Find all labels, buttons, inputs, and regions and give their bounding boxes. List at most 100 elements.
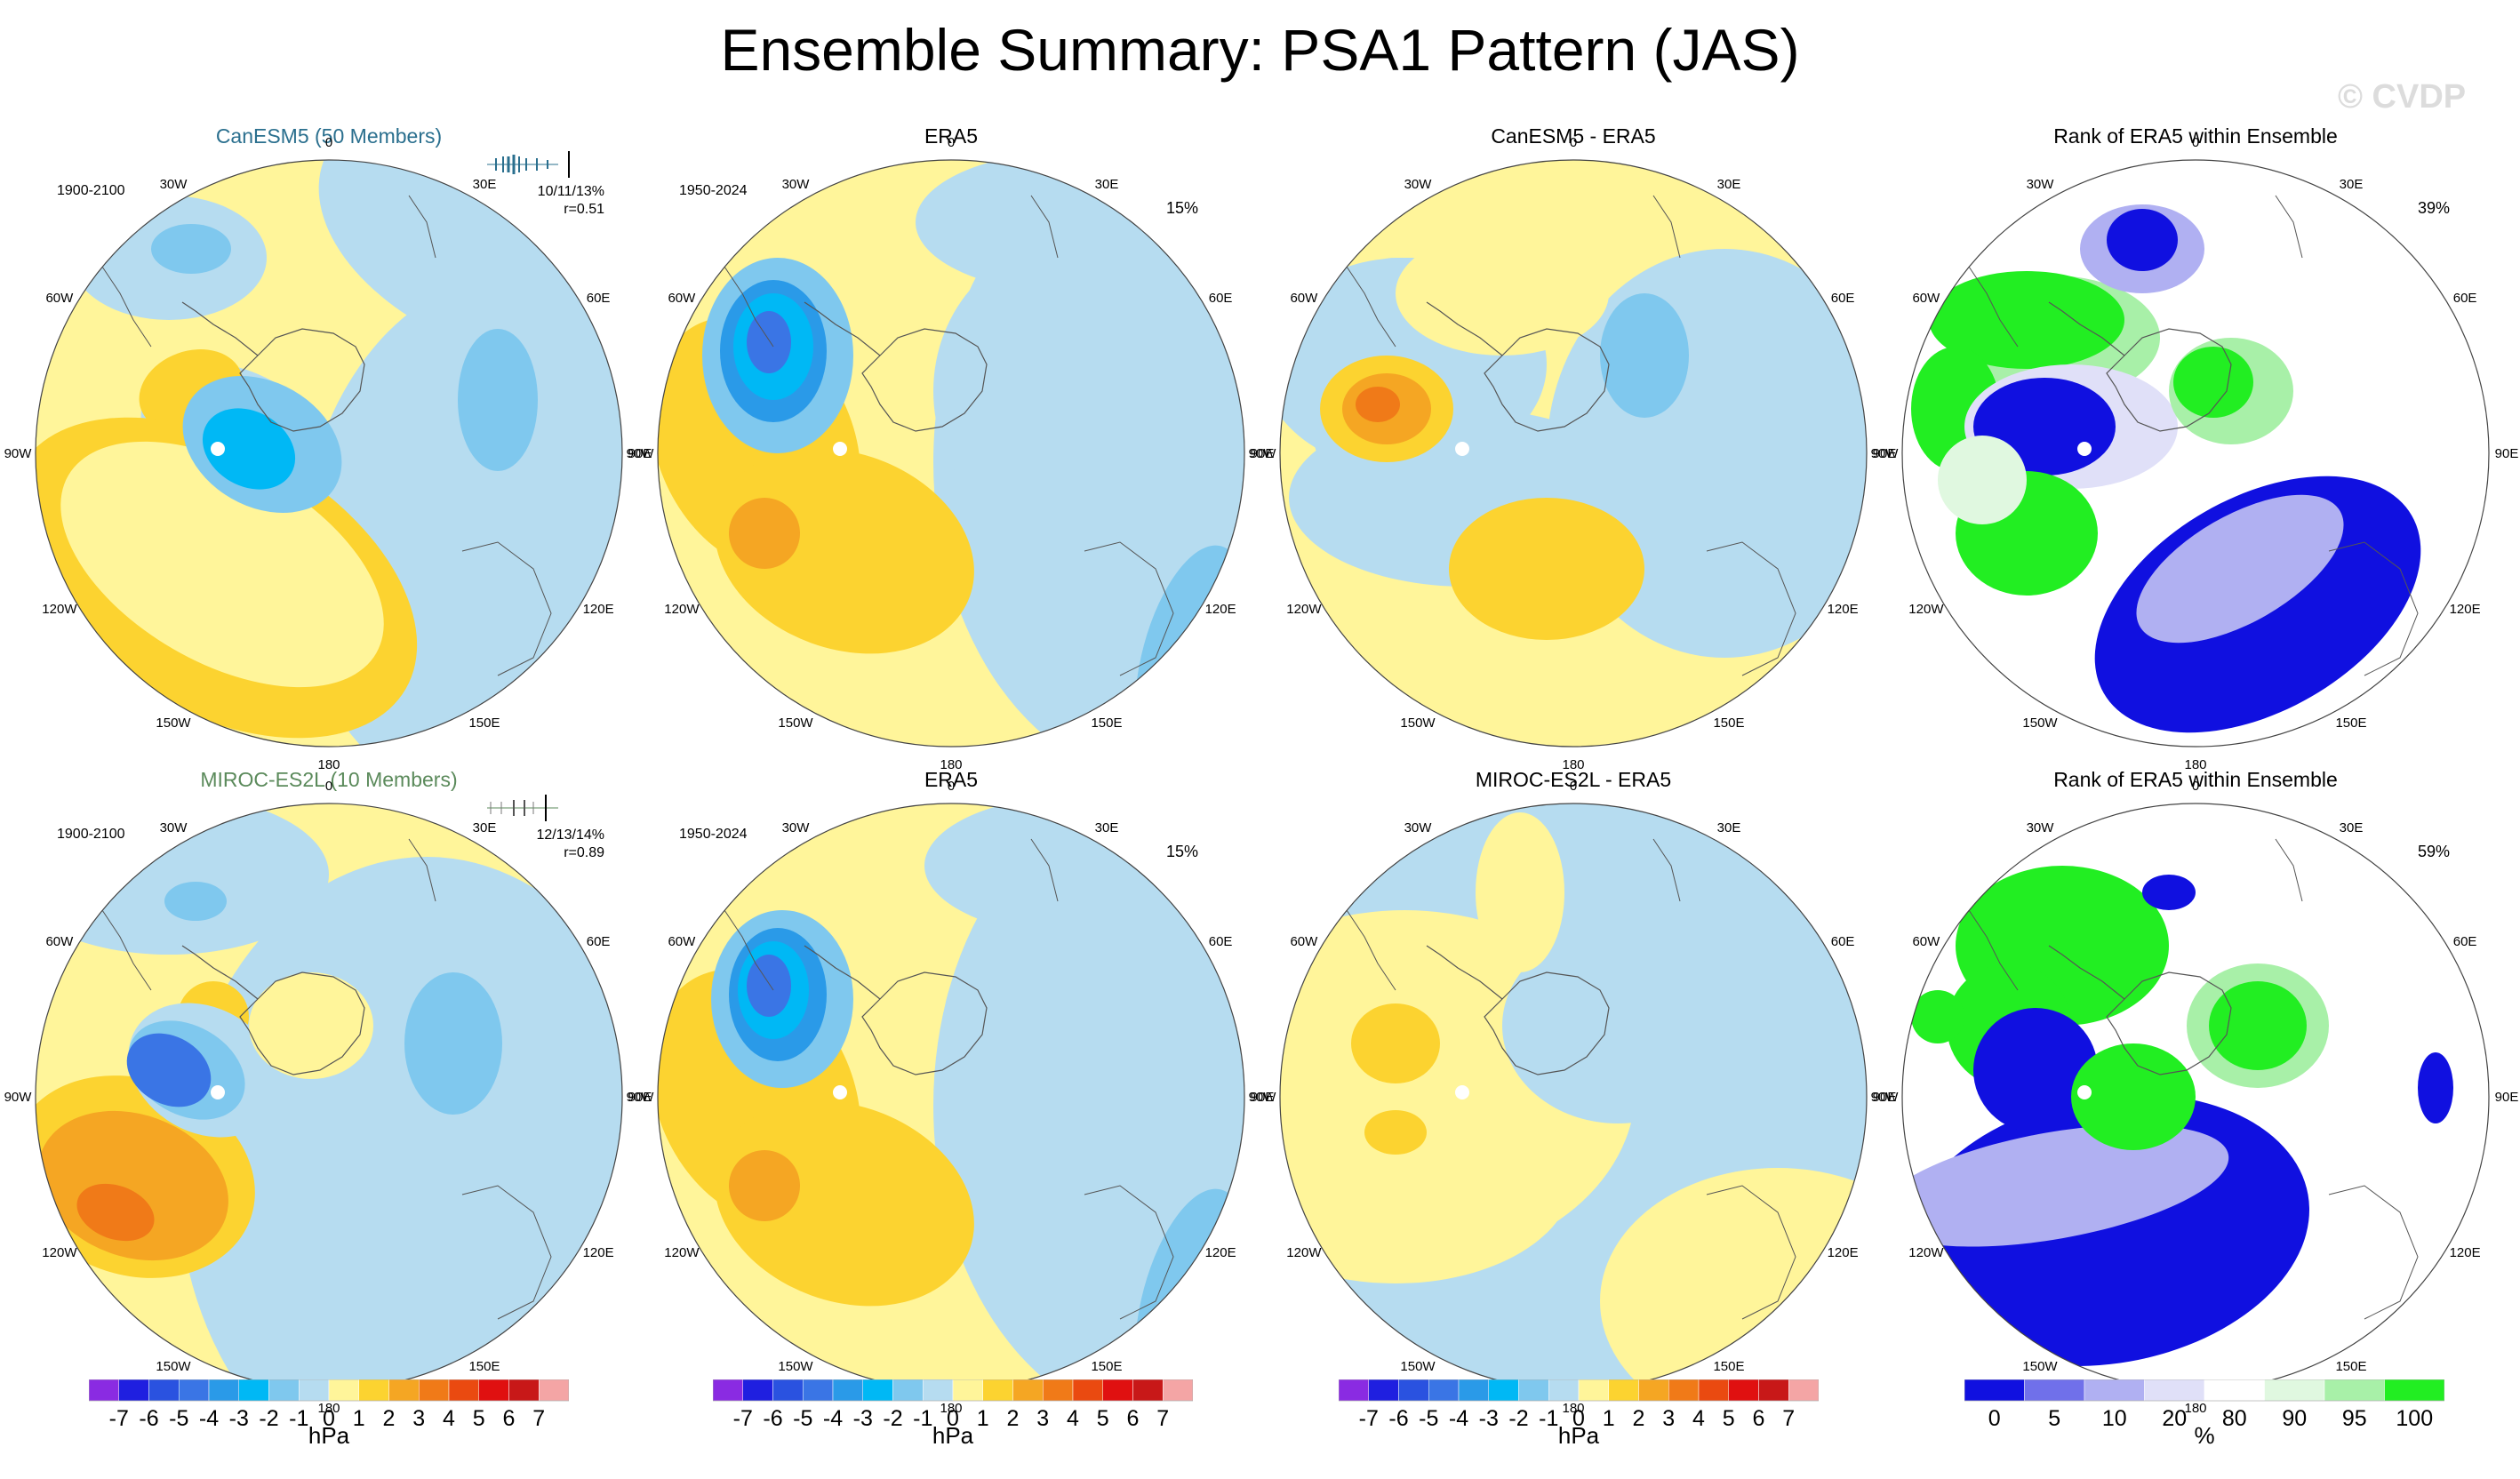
panel-title: MIROC-ES2L (10 Members) (200, 768, 458, 791)
panel-row2-diff: MIROC-ES2L - ERA5 0 30E 60E 90E 120E 150E 180 1… (1249, 768, 1897, 1479)
longitude-label: 180 (940, 757, 962, 772)
colorbar-tick-label: -7 (733, 1406, 753, 1431)
colorbar-tick-label: 4 (443, 1406, 455, 1431)
colorbar-frame (89, 1379, 569, 1402)
coastline-africa (1030, 195, 1059, 259)
colorbar-swatch (1398, 1379, 1429, 1402)
longitude-label: 150E (1713, 1359, 1744, 1374)
longitude-label: 30W (2027, 820, 2055, 835)
longitude-label: 150W (156, 1359, 191, 1374)
longitude-label: 120W (42, 602, 77, 617)
member-spread-glyph (487, 795, 558, 821)
map-content: 0 30E 60E 90E 120E 150E 180 150W 120W 90W 60W 30W (4, 135, 652, 772)
colorbar-unit: hPa (1557, 1422, 1600, 1449)
longitude-label: 90W (1871, 446, 1900, 461)
colorbar-tick-label: 10 (2102, 1406, 2127, 1431)
colorbar-swatch (1428, 1379, 1460, 1402)
field-contour (1973, 1008, 2098, 1132)
coastline-africa (1652, 195, 1681, 259)
model-stats: 10/11/13% r=0.51 (436, 183, 604, 219)
colorbar-tick-label: 7 (532, 1406, 545, 1431)
colorbar-swatch (179, 1379, 210, 1402)
field-layer (658, 803, 1244, 1390)
field-contour (76, 1183, 155, 1242)
south-pole-marker (2077, 442, 2092, 456)
longitude-label: 60W (1290, 291, 1318, 306)
longitude-label: 90E (2495, 1090, 2519, 1105)
map-content: 0 30E 60E 90E 120E 150E 180 150W 120W 90W 60W 30W (1249, 135, 1897, 772)
colorbar-swatch (1458, 1379, 1489, 1402)
panel-title: ERA5 (924, 768, 979, 791)
longitude-label: 30E (473, 177, 497, 192)
colorbar-swatch (1728, 1379, 1759, 1402)
longitude-label: 0 (325, 779, 332, 794)
polar-map: 0 30E 60E 90E 120E 150E 180 150W 120W 90W 60W 30W (1871, 779, 2519, 1416)
colorbar-tick-label: 0 (1988, 1406, 2001, 1431)
longitude-label: 60W (1912, 934, 1940, 949)
coastline-antarctica (2106, 328, 2232, 432)
colorbar-tick-label: 3 (412, 1406, 425, 1431)
longitude-label: 90E (1873, 1090, 1897, 1105)
south-pole-marker (1455, 1085, 1469, 1099)
longitude-label: 30W (782, 177, 811, 192)
colorbar-tick-label: -2 (1508, 1406, 1528, 1431)
colorbar-tick-label: -6 (1388, 1406, 1408, 1431)
map-content: 0 30E 60E 90E 120E 150E 180 150W 120W 90W 60W 30W (1871, 135, 2519, 772)
field-contour (2209, 981, 2307, 1070)
polar-map: 0 30E 60E 90E 120E 150E 180 150W 120W 90W 60W 30W (4, 135, 652, 772)
longitude-label: 60W (1290, 934, 1318, 949)
polar-map: 0 30E 60E 90E 120E 150E 180 150W 120W 90W 60W 30W (1249, 135, 1897, 772)
panel-title: Rank of ERA5 within Ensemble (2053, 768, 2338, 791)
colorbar-frame (713, 1379, 1193, 1402)
coastline-africa (2275, 838, 2303, 902)
longitude-label: 60E (1831, 291, 1855, 306)
colorbar-tick-label: 1 (977, 1406, 989, 1431)
longitude-label: 120E (583, 1245, 614, 1260)
longitude-label: 60W (45, 291, 74, 306)
longitude-label: 120W (1286, 1245, 1322, 1260)
colorbar-swatch (832, 1379, 863, 1402)
map-content: 0 30E 60E 90E 120E 150E 180 150W 120W 90W 60W 30W (627, 779, 1275, 1416)
field-contour (933, 240, 1218, 542)
longitude-label: 180 (317, 1401, 340, 1416)
coastline-peninsula (1426, 301, 1503, 356)
longitude-label: 0 (2192, 779, 2199, 794)
field-contour (1502, 928, 1733, 1123)
colorbar-tick-label: 1 (1603, 1406, 1615, 1431)
south-pole-marker (833, 442, 847, 456)
colorbar-tick-label: -1 (289, 1406, 308, 1431)
panel-row2-obs: ERA5 1950-2024 15% 0 30E 60E 90E 120E 150E 180… (627, 768, 1275, 1479)
coastline-peninsula (2048, 301, 2125, 356)
field-contour (747, 955, 791, 1017)
longitude-label: 90W (1249, 446, 1277, 461)
field-contour (2142, 875, 2196, 910)
colorbar-tick-label: 5 (473, 1406, 485, 1431)
longitude-label: 180 (1562, 1401, 1584, 1416)
colorbar-swatch (448, 1379, 479, 1402)
field-contour (729, 1150, 800, 1221)
panel-title: CanESM5 - ERA5 (1491, 124, 1656, 148)
watermark: © CVDP (2338, 78, 2467, 116)
colorbar-swatch (1163, 1379, 1193, 1402)
field-contour (2173, 347, 2253, 418)
colorbar-swatch (2204, 1379, 2265, 1402)
colorbar-tick-label: -3 (229, 1406, 249, 1431)
colorbar-tick-label: -1 (913, 1406, 932, 1431)
coastline-antarctica (1484, 328, 1610, 432)
colorbar-tick-label: 5 (1097, 1406, 1109, 1431)
colorbar-tick-label: 4 (1692, 1406, 1705, 1431)
panel-row1-rank: Rank of ERA5 within Ensemble 39% 0 30E 60E… (1871, 124, 2519, 835)
panel-row1-model: CanESM5 (50 Members) 1900-2100 10/11/13%… (4, 124, 652, 835)
longitude-label: 60E (1209, 934, 1233, 949)
longitude-label: 90W (1871, 1090, 1900, 1105)
longitude-label: 30W (1404, 177, 1433, 192)
coastline-antarctica (2106, 971, 2232, 1075)
colorbar-swatch (1638, 1379, 1669, 1402)
colorbar-swatch (1132, 1379, 1164, 1402)
south-pole-marker (833, 1085, 847, 1099)
colorbar-tick-label: 2 (1633, 1406, 1645, 1431)
panel-row1-diff: CanESM5 - ERA5 0 30E 60E 90E 120E 150E 180 150W… (1249, 124, 1897, 835)
longitude-label: 90W (627, 1090, 655, 1105)
polar-map: 0 30E 60E 90E 120E 150E 180 150W 120W 90W 60W 30W (627, 135, 1275, 772)
coastline-peninsula (804, 301, 881, 356)
